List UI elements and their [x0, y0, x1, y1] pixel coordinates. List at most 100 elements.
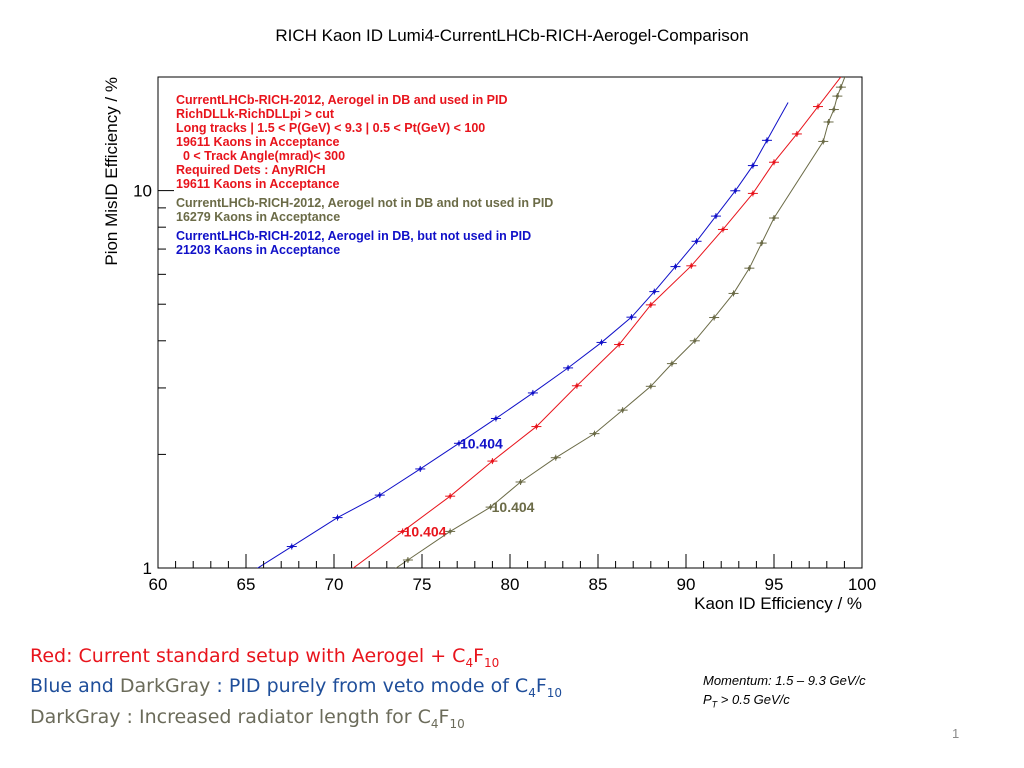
legend-line: 0 < Track Angle(mrad)< 300	[176, 149, 345, 163]
series-group	[395, 77, 846, 568]
point-annotation: 10.404	[404, 523, 447, 539]
data-point	[733, 189, 737, 193]
data-point	[772, 216, 776, 220]
data-point	[795, 132, 799, 136]
caption-red-mid: F	[473, 645, 485, 667]
data-point	[747, 266, 751, 270]
legend-line: Long tracks | 1.5 < P(GeV) < 9.3 | 0.5 <…	[176, 121, 485, 135]
caption-blue: Blue and DarkGray : PID purely from veto…	[30, 675, 562, 700]
legend-line: CurrentLHCb-RICH-2012, Aerogel in DB and…	[176, 93, 508, 107]
data-point	[531, 391, 535, 395]
x-tick-label: 85	[589, 575, 608, 594]
caption-gray-mid: F	[438, 706, 450, 728]
data-point	[448, 494, 452, 498]
caption-red: Red: Current standard setup with Aerogel…	[30, 645, 499, 670]
data-point	[494, 416, 498, 421]
data-point	[629, 315, 634, 319]
data-point	[621, 408, 625, 412]
data-point	[649, 303, 653, 307]
x-tick-label: 70	[325, 575, 344, 594]
point-annotation: 10.404	[492, 499, 535, 515]
legend-line: RichDLLk-RichDLLpi > cut	[176, 107, 335, 121]
data-point	[731, 291, 736, 296]
data-point	[839, 85, 843, 89]
data-point	[693, 339, 697, 343]
x-tick-label: 75	[413, 575, 432, 594]
caption-red-text: Red: Current standard setup with Aerogel…	[30, 645, 466, 667]
legend-line: 19611 Kaons in Acceptance	[176, 135, 340, 149]
data-point	[406, 558, 410, 562]
caption-gray-text: DarkGray : Increased radiator length for…	[30, 706, 431, 728]
y-tick-label: 1	[143, 559, 152, 578]
data-point	[649, 384, 653, 388]
data-point	[712, 315, 716, 320]
data-point	[575, 384, 579, 388]
data-point	[401, 529, 405, 534]
data-point	[835, 94, 839, 98]
data-point	[765, 138, 769, 142]
data-point	[489, 505, 493, 509]
series-line	[395, 77, 846, 568]
legend-line: 21203 Kaons in Acceptance	[176, 243, 340, 257]
caption-red-sub2: 10	[484, 655, 500, 670]
legend-line: Required Dets : AnyRICH	[176, 163, 326, 177]
data-point	[418, 467, 422, 471]
data-point	[826, 120, 831, 124]
data-point	[378, 493, 382, 497]
chart-plot: CurrentLHCb-RICH-2012, Aerogel in DB and…	[102, 76, 876, 613]
data-point	[670, 362, 674, 366]
caption-red-sub1: 4	[465, 655, 474, 670]
caption-blue-mid: F	[535, 675, 547, 697]
pt-symbol: P	[703, 692, 712, 707]
data-point	[554, 456, 558, 460]
legend-line: CurrentLHCb-RICH-2012, Aerogel not in DB…	[176, 196, 553, 210]
data-point	[760, 241, 764, 245]
momentum-range-note: Momentum: 1.5 – 9.3 GeV/c	[703, 673, 866, 688]
data-point	[448, 529, 452, 534]
y-axis-label: Pion MisID Efficiency / %	[102, 77, 121, 266]
data-point	[832, 107, 836, 112]
data-point	[617, 342, 621, 347]
data-point	[821, 139, 825, 144]
data-point	[290, 544, 294, 549]
data-point	[694, 239, 699, 243]
y-tick-label: 10	[133, 182, 152, 201]
data-point	[592, 432, 597, 436]
data-point	[566, 366, 570, 370]
x-tick-label: 80	[501, 575, 520, 594]
data-point	[518, 480, 523, 484]
caption-darkgray: DarkGray : Increased radiator length for…	[30, 706, 465, 731]
data-point	[673, 264, 678, 269]
pt-cut-note: PT > 0.5 GeV/c	[703, 692, 790, 710]
page-number: 1	[952, 726, 960, 741]
data-point	[751, 191, 755, 196]
caption-blue-text: : PID purely from veto mode of C	[210, 675, 529, 697]
data-point	[816, 104, 820, 109]
pt-subscript: T	[711, 699, 718, 710]
series-group	[352, 77, 842, 568]
caption-gray-sub1: 4	[430, 716, 439, 731]
x-axis-label: Kaon ID Efficiency / %	[694, 594, 862, 613]
pt-cut-value: > 0.5 GeV/c	[717, 692, 790, 707]
legend-line: CurrentLHCb-RICH-2012, Aerogel in DB, bu…	[176, 229, 531, 243]
data-point	[490, 459, 494, 463]
data-point	[457, 441, 461, 445]
legend-line: 19611 Kaons in Acceptance	[176, 177, 340, 191]
chart-title: RICH Kaon ID Lumi4-CurrentLHCb-RICH-Aero…	[275, 26, 749, 45]
data-point	[751, 163, 755, 168]
x-tick-label: 95	[765, 575, 784, 594]
data-point	[335, 516, 340, 520]
data-point	[652, 289, 656, 294]
x-tick-label: 65	[237, 575, 256, 594]
caption-darkgray-word: DarkGray	[119, 675, 211, 697]
series-line	[352, 77, 842, 568]
x-tick-label: 60	[149, 575, 168, 594]
data-point	[534, 424, 539, 429]
data-point	[721, 227, 725, 232]
point-annotation: 10.404	[460, 435, 503, 451]
caption-blue-sub1: 4	[528, 685, 536, 700]
caption-blue-sub2: 10	[546, 685, 563, 700]
data-point	[599, 340, 604, 345]
x-tick-label: 100	[848, 575, 876, 594]
legend-line: 16279 Kaons in Acceptance	[176, 210, 340, 224]
